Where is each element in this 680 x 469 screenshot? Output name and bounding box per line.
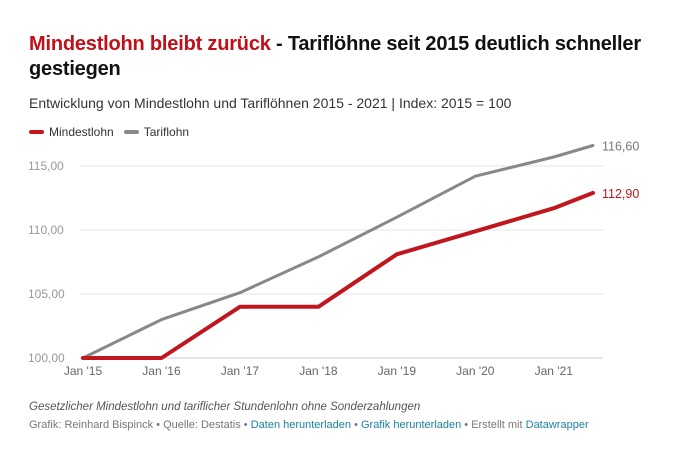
chart-title-highlight: Mindestlohn bleibt zurück [29, 33, 271, 55]
separator: • [240, 419, 251, 431]
separator: • [153, 419, 164, 431]
series-line-tariflohn [81, 144, 595, 360]
chart-title: Mindestlohn bleibt zurück - Tariflöhne s… [29, 32, 649, 82]
separator: • [351, 419, 361, 431]
chart-notes: Gesetzlicher Mindestlohn und tariflicher… [29, 401, 421, 413]
legend-label-tariflohn: Tariflohn [143, 125, 190, 139]
y-tick-label: 100,00 [28, 351, 65, 365]
source: Quelle: Destatis [163, 419, 241, 431]
legend-label-mindestlohn: Mindestlohn [49, 125, 114, 139]
x-tick-label: Jan '20 [456, 364, 495, 378]
series-line-mindestlohn [81, 190, 595, 360]
download-image-link[interactable]: Grafik herunterladen [360, 419, 462, 431]
legend-item-mindestlohn: Mindestlohn [29, 125, 114, 139]
y-tick-label: 115,00 [28, 159, 64, 173]
end-value-label-tariflohn: 116,60 [602, 140, 639, 154]
legend-item-tariflohn: Tariflohn [123, 125, 190, 139]
download-data-link[interactable]: Daten herunterladen [250, 419, 351, 431]
line-chart: 100,00 105,00 110,00 115,00 Jan '15 Jan '16 Ja… [28, 140, 639, 378]
datawrapper-link[interactable]: Datawrapper [525, 419, 589, 431]
x-tick-label: Jan '18 [299, 364, 338, 378]
chart-subtitle: Entwicklung von Mindestlohn und Tariflöh… [29, 95, 512, 111]
y-tick-label: 105,00 [28, 287, 65, 301]
legend: Mindestlohn Tariflohn [29, 125, 199, 139]
end-value-label-mindestlohn: 112,90 [602, 187, 639, 201]
legend-swatch-mindestlohn [29, 130, 44, 134]
x-tick-label: Jan '17 [221, 364, 260, 378]
x-tick-label: Jan '21 [535, 364, 574, 378]
legend-swatch-tariflohn [123, 130, 139, 134]
byline: Grafik: Reinhard Bispinck • Quelle: Dest… [29, 419, 589, 431]
made-with-label: Erstellt mit [471, 419, 526, 431]
chart-title-rest: - Tariflöhne seit 2015 deutlich schnelle… [29, 33, 641, 80]
x-tick-label: Jan '19 [378, 364, 417, 378]
separator: • [461, 419, 472, 431]
x-tick-label: Jan '15 [64, 364, 103, 378]
author: Grafik: Reinhard Bispinck [29, 419, 154, 431]
y-tick-label: 110,00 [28, 223, 64, 237]
x-tick-label: Jan '16 [142, 364, 181, 378]
